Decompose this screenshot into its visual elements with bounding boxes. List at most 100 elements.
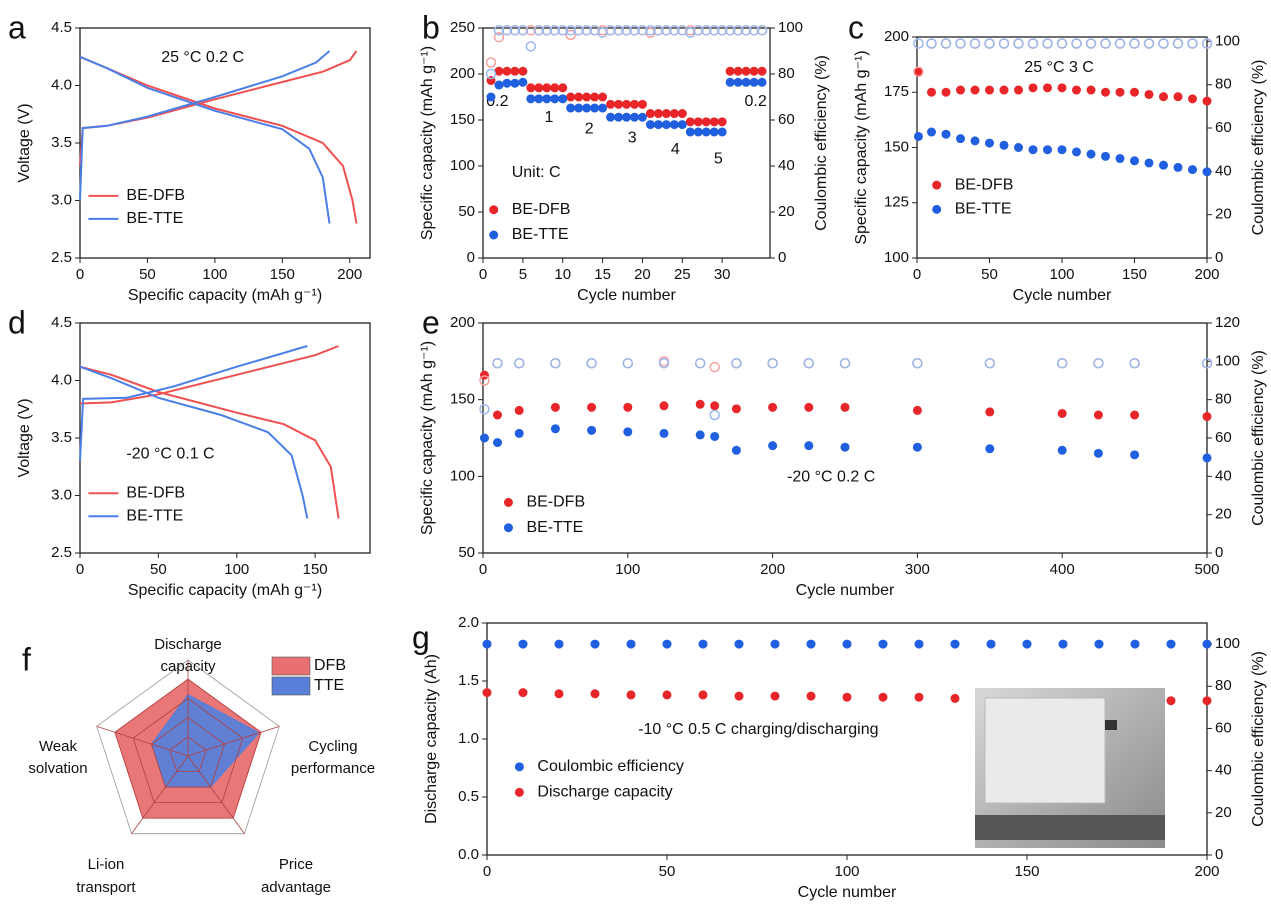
data-point xyxy=(606,100,615,109)
data-point xyxy=(502,79,511,88)
data-point xyxy=(758,67,767,76)
y2-tick-label: 100 xyxy=(1215,32,1240,49)
y-tick-label: 2.5 xyxy=(51,249,72,266)
data-point xyxy=(734,67,743,76)
data-point xyxy=(1188,165,1197,174)
data-point xyxy=(598,93,607,102)
data-point xyxy=(702,127,711,136)
y-tick-label: 50 xyxy=(458,544,475,561)
data-point xyxy=(480,434,489,443)
data-point xyxy=(638,113,647,122)
data-point xyxy=(1203,453,1212,462)
legend-label: Coulombic efficiency xyxy=(537,758,683,775)
x-tick-label: 20 xyxy=(634,266,651,283)
legend-label: BE-DFB xyxy=(126,484,185,501)
data-point xyxy=(1101,88,1110,97)
ce-point xyxy=(1058,359,1067,368)
data-point xyxy=(582,104,591,113)
data-point xyxy=(807,692,816,701)
ce-point xyxy=(1087,39,1096,48)
data-point xyxy=(951,694,960,703)
legend-label: TTE xyxy=(314,677,344,694)
x-tick-label: 200 xyxy=(1194,863,1219,880)
data-point xyxy=(1145,90,1154,99)
data-point xyxy=(1023,640,1032,649)
data-point xyxy=(551,403,560,412)
y-tick-label: 0.5 xyxy=(458,788,479,805)
data-point xyxy=(654,109,663,118)
legend-swatch xyxy=(504,498,513,507)
data-point xyxy=(914,132,923,141)
plot-frame xyxy=(483,28,770,258)
legend-label: BE-DFB xyxy=(526,494,585,511)
data-point xyxy=(879,640,888,649)
data-point xyxy=(710,432,719,441)
x-tick-label: 30 xyxy=(714,266,731,283)
data-point xyxy=(614,113,623,122)
data-point xyxy=(1130,156,1139,165)
y-tick-label: 3.0 xyxy=(51,191,72,208)
data-point xyxy=(1058,83,1067,92)
x-tick-label: 200 xyxy=(760,561,785,578)
ce-point xyxy=(710,363,719,372)
y2-tick-label: 80 xyxy=(1215,76,1232,93)
data-point xyxy=(526,94,535,103)
data-point xyxy=(985,86,994,95)
ce-point xyxy=(1116,39,1125,48)
ce-point xyxy=(710,411,719,420)
y2-tick-label: 20 xyxy=(778,203,795,220)
data-point xyxy=(510,79,519,88)
annotation: 2 xyxy=(585,120,594,137)
data-point xyxy=(1145,158,1154,167)
ce-point xyxy=(1101,39,1110,48)
data-point xyxy=(627,640,636,649)
data-point xyxy=(558,94,567,103)
y-axis-label: Voltage (V) xyxy=(16,103,33,182)
ce-point xyxy=(768,359,777,368)
data-point xyxy=(1203,412,1212,421)
data-point xyxy=(1131,640,1140,649)
data-point xyxy=(879,693,888,702)
y-tick-label: 150 xyxy=(450,391,475,408)
data-point xyxy=(985,444,994,453)
annotation: -20 °C 0.1 C xyxy=(126,445,214,462)
y-tick-label: 200 xyxy=(450,65,475,82)
legend-swatch xyxy=(515,762,524,771)
y2-tick-label: 100 xyxy=(1215,352,1240,369)
data-point xyxy=(1029,145,1038,154)
data-point xyxy=(696,430,705,439)
data-point xyxy=(551,424,560,433)
data-point xyxy=(1043,145,1052,154)
panel-letter: g xyxy=(412,619,430,655)
y2-tick-label: 20 xyxy=(1215,804,1232,821)
y2-tick-label: 0 xyxy=(1215,846,1223,863)
category-label: Discharge xyxy=(154,636,222,653)
legend-label: BE-TTE xyxy=(526,519,583,536)
y2-tick-label: 80 xyxy=(778,65,795,82)
data-point xyxy=(502,67,511,76)
data-point xyxy=(686,117,695,126)
data-point xyxy=(1159,161,1168,170)
data-point xyxy=(591,689,600,698)
category-label: Cycling xyxy=(308,738,357,755)
annotation: 4 xyxy=(671,141,680,158)
y2-tick-label: 80 xyxy=(1215,391,1232,408)
data-point xyxy=(555,689,564,698)
data-point xyxy=(710,117,719,126)
x-tick-label: 50 xyxy=(981,266,998,283)
x-tick-label: 100 xyxy=(615,561,640,578)
y-tick-label: 150 xyxy=(884,138,909,155)
data-point xyxy=(956,134,965,143)
annotation: -20 °C 0.2 C xyxy=(787,468,875,485)
ce-point xyxy=(1094,359,1103,368)
ce-point xyxy=(841,359,850,368)
y-axis-label: Voltage (V) xyxy=(16,398,33,477)
data-point xyxy=(1058,446,1067,455)
y-tick-label: 1.0 xyxy=(458,730,479,747)
ce-point xyxy=(1174,39,1183,48)
panel-letter: c xyxy=(848,9,864,45)
data-point xyxy=(771,640,780,649)
panel-letter: f xyxy=(22,641,31,677)
data-point xyxy=(718,127,727,136)
data-point xyxy=(542,94,551,103)
